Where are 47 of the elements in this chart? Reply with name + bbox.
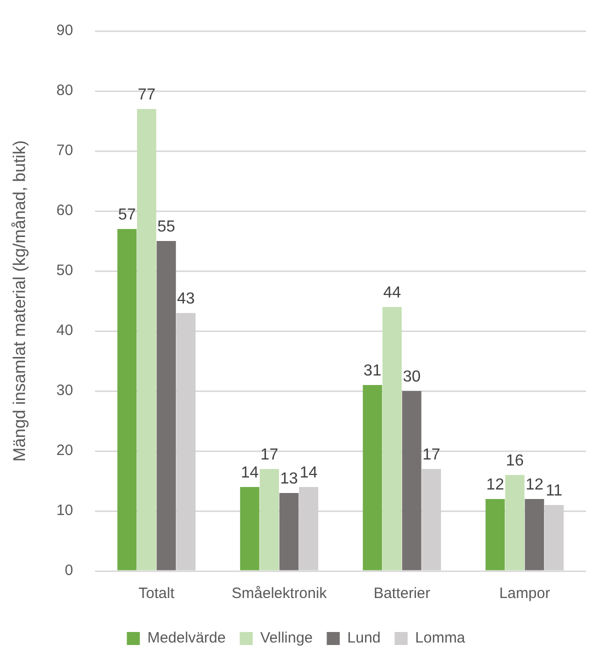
- bar: [137, 109, 156, 570]
- y-tick-label: 40: [56, 322, 74, 340]
- y-tick-label: 50: [56, 262, 74, 280]
- data-label: 31: [364, 362, 382, 380]
- y-tick-label: 0: [64, 562, 74, 580]
- data-label: 17: [422, 446, 440, 464]
- data-label: 55: [157, 218, 176, 236]
- bar: [279, 493, 299, 570]
- data-label: 13: [280, 470, 298, 488]
- x-tick-label: Batterier: [374, 585, 430, 602]
- x-tick-label: Småelektronik: [232, 585, 328, 602]
- y-tick-label: 30: [56, 382, 74, 400]
- data-label: 43: [177, 290, 195, 308]
- legend-label: Lomma: [415, 630, 466, 647]
- bar: [260, 469, 279, 570]
- bar: [240, 487, 260, 570]
- data-label: 16: [506, 452, 524, 470]
- y-tick-label: 70: [56, 142, 74, 160]
- data-label: 17: [260, 446, 278, 464]
- bar: [362, 385, 382, 570]
- y-tick-label: 20: [56, 442, 74, 460]
- legend-label: Vellinge: [260, 630, 313, 647]
- bar: [156, 241, 176, 570]
- data-label: 57: [118, 206, 136, 224]
- bar: [524, 499, 544, 570]
- data-label: 77: [138, 86, 156, 104]
- data-label: 12: [486, 476, 504, 494]
- data-label: 12: [526, 476, 544, 494]
- bar: [486, 499, 505, 570]
- data-label: 30: [402, 368, 421, 386]
- data-label: 14: [300, 464, 318, 482]
- y-tick-label: 90: [56, 22, 74, 40]
- data-label: 14: [240, 464, 259, 482]
- bar: [402, 391, 422, 570]
- data-label: 11: [546, 482, 562, 500]
- y-tick-label: 60: [56, 202, 74, 220]
- x-tick-label: Lampor: [499, 585, 550, 602]
- data-label: 44: [383, 284, 402, 302]
- legend-label: Lund: [347, 630, 381, 647]
- y-tick-label: 80: [56, 82, 74, 100]
- bar: [117, 229, 137, 570]
- x-tick-label: Totalt: [138, 585, 176, 602]
- y-tick-label: 10: [56, 502, 74, 520]
- bar: [505, 475, 524, 570]
- y-axis-title: Mängd insamlat material (kg/månad, butik): [10, 140, 29, 462]
- bar: [382, 307, 402, 570]
- legend-label: Medelvärde: [147, 630, 226, 647]
